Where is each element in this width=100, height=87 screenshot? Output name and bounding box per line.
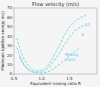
background bbox=[0, 0, 100, 87]
y-tick-label: 70 bbox=[7, 5, 13, 10]
y-tick-label: 10 bbox=[7, 62, 13, 67]
y-axis-label: Minimum ignition energy (mJ) bbox=[0, 11, 5, 71]
curve-label-line: 6 bbox=[82, 32, 85, 37]
y-tick-label: 0 bbox=[9, 71, 12, 76]
y-tick-label: 50 bbox=[7, 24, 13, 29]
curve bbox=[17, 25, 86, 72]
y-tick bbox=[13, 55, 15, 56]
y-tick bbox=[13, 45, 15, 46]
y-tick-label: 30 bbox=[7, 43, 13, 48]
x-tick-label: 1.0 bbox=[38, 76, 45, 81]
curve-label: 6 bbox=[82, 32, 85, 37]
y-tick bbox=[13, 17, 15, 18]
plot-frame bbox=[14, 8, 97, 74]
curve-label: 10 bbox=[85, 22, 91, 27]
plot-area bbox=[17, 16, 86, 74]
curve bbox=[20, 48, 81, 73]
y-tick-label: 60 bbox=[7, 15, 13, 20]
title: Flow velocity (m/s) bbox=[32, 1, 79, 8]
y-tick bbox=[13, 64, 15, 65]
x-tick-label: 1.5 bbox=[66, 76, 73, 81]
curve-label-line: 10 bbox=[85, 22, 91, 27]
y-tick bbox=[13, 74, 15, 75]
chart: 0.51.01.5010203040506070106MixingstaticF… bbox=[0, 0, 100, 87]
y-tick bbox=[13, 36, 15, 37]
y-tick-label: 40 bbox=[7, 34, 13, 39]
y-tick bbox=[13, 8, 15, 9]
curve-label: Mixingstatic bbox=[65, 52, 79, 61]
x-axis-label: Equivalent mixing ratio R bbox=[30, 81, 81, 86]
curve bbox=[17, 16, 86, 71]
y-tick bbox=[13, 26, 15, 27]
y-tick-label: 20 bbox=[7, 53, 13, 58]
curve-label-line: static bbox=[65, 57, 76, 62]
